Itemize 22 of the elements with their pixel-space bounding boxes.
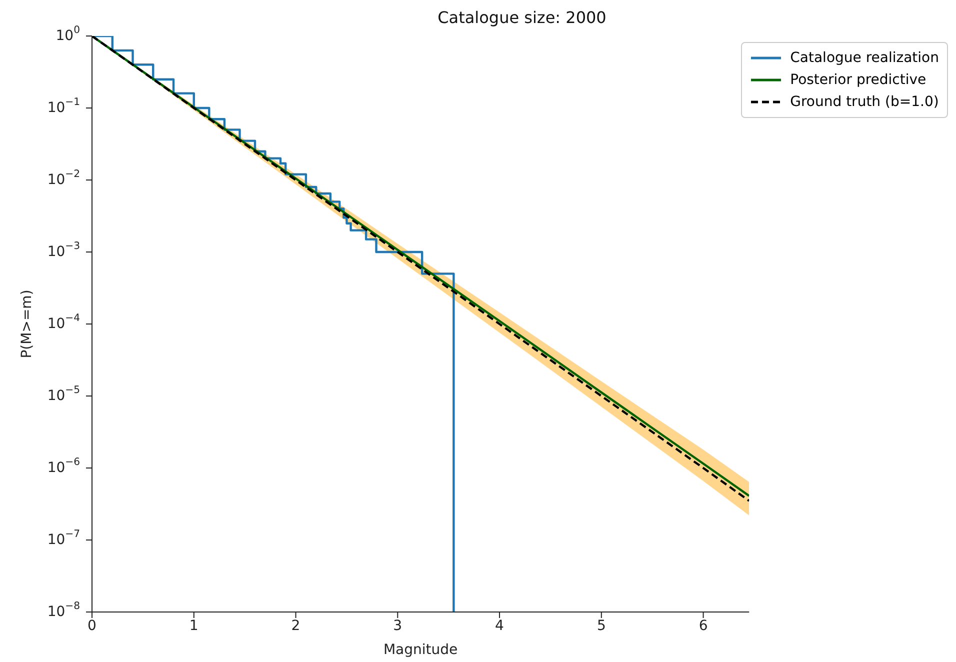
y-tick-label: 10$^{−1}$ bbox=[47, 97, 80, 116]
x-tick-label: 0 bbox=[88, 618, 96, 634]
chart-title: Catalogue size: 2000 bbox=[436, 8, 608, 27]
y-tick-label: 10$^{−3}$ bbox=[47, 241, 80, 260]
x-tick-label: 5 bbox=[596, 618, 606, 634]
y-tick-label: 10$^{−5}$ bbox=[47, 385, 80, 404]
y-tick-label: 10$^{−2}$ bbox=[47, 169, 80, 188]
x-tick-label: 2 bbox=[291, 618, 300, 634]
y-tick-label: 10$^{−8}$ bbox=[47, 601, 80, 620]
y-tick-label: 10$^{−6}$ bbox=[47, 457, 80, 476]
x-tick-label: 4 bbox=[495, 618, 504, 634]
legend-label: Catalogue realization bbox=[790, 49, 939, 68]
x-tick-label: 6 bbox=[698, 618, 708, 634]
legend-label: Posterior predictive bbox=[790, 71, 926, 90]
x-axis-title: Magnitude bbox=[383, 642, 458, 658]
x-tick-label: 1 bbox=[189, 618, 198, 634]
legend-label: Ground truth (b=1.0) bbox=[790, 93, 939, 112]
y-axis-title: P(M>=m) bbox=[18, 290, 35, 358]
x-tick-label: 3 bbox=[393, 618, 402, 634]
y-tick-label: 10$^{−4}$ bbox=[47, 313, 80, 332]
y-tick-label: 10$^{0}$ bbox=[56, 25, 80, 44]
y-tick-label: 10$^{−7}$ bbox=[47, 529, 80, 548]
